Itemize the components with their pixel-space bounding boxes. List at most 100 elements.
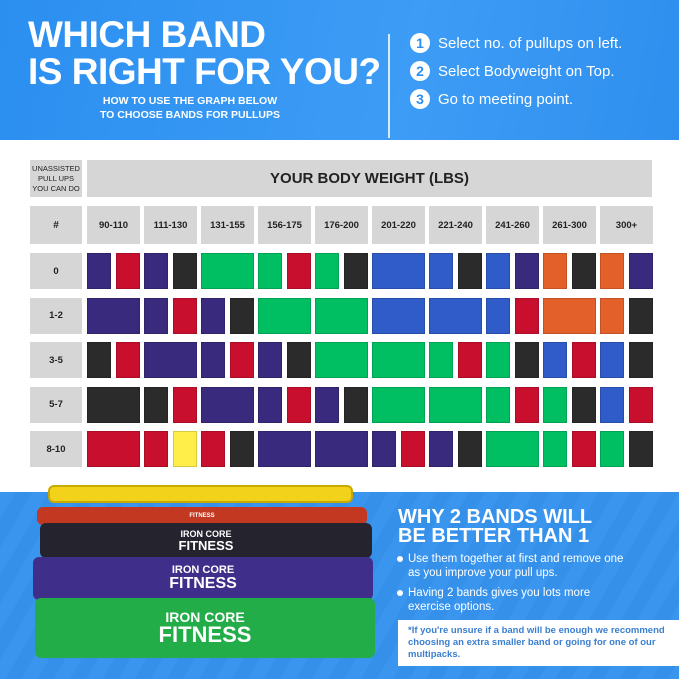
column-label: 221-240 [429, 206, 482, 244]
blue-band-swatch [429, 297, 482, 334]
black-band-swatch [458, 253, 482, 289]
black-band-swatch [344, 253, 368, 289]
column-label: 201-220 [372, 206, 425, 244]
purple-band-swatch [515, 253, 539, 289]
why-title: WHY 2 BANDS WILL BE BETTER THAN 1 [398, 506, 593, 547]
band-cell [258, 386, 311, 423]
band-cell [315, 431, 368, 467]
green-band-swatch [486, 386, 510, 423]
red-band-swatch [116, 342, 140, 378]
yellow-band [48, 485, 353, 503]
band-cell [315, 253, 368, 289]
column-label: 156-175 [258, 206, 311, 244]
column-label: 300+ [600, 206, 653, 244]
red-band-swatch [173, 297, 197, 334]
yellow-band-swatch [173, 431, 197, 467]
row-header: # [30, 206, 82, 244]
band-cell [429, 342, 482, 378]
band-cell [87, 431, 140, 467]
band-cell [87, 297, 140, 334]
band-cell [315, 297, 368, 334]
black-band-swatch [629, 431, 653, 467]
blue-band-swatch [372, 253, 425, 289]
column-label: 176-200 [315, 206, 368, 244]
black-band-swatch [87, 386, 140, 423]
green-band-swatch [258, 253, 282, 289]
red-band-swatch [173, 386, 197, 423]
blue-band-swatch [600, 342, 624, 378]
band-cell [144, 253, 197, 289]
purple-band-swatch [201, 386, 254, 423]
red-band: FITNESS [37, 507, 367, 525]
column-label: 90-110 [87, 206, 140, 244]
black-band-swatch [629, 342, 653, 378]
black-band-swatch [87, 342, 111, 378]
header-banner: WHICH BAND IS RIGHT FOR YOU? HOW TO USE T… [0, 0, 679, 140]
band-cell [543, 342, 596, 378]
band-cell [600, 342, 653, 378]
green-band-swatch [315, 253, 339, 289]
purple-band-swatch [201, 297, 225, 334]
orange-band-swatch [600, 297, 624, 334]
red-band-swatch [230, 342, 254, 378]
band-cell [486, 342, 539, 378]
bullet-icon [397, 556, 403, 562]
green-band-swatch [543, 386, 567, 423]
purple-band-swatch [144, 342, 197, 378]
red-band-swatch [572, 431, 596, 467]
band-cell [372, 342, 425, 378]
row-label: 3-5 [30, 342, 82, 378]
red-band-swatch [515, 297, 539, 334]
band-cell [87, 253, 140, 289]
band-cell [486, 386, 539, 423]
column-label: 111-130 [144, 206, 197, 244]
black-band-swatch [572, 253, 596, 289]
band-cell [486, 253, 539, 289]
purple-band-swatch [629, 253, 653, 289]
band-cell [144, 297, 197, 334]
purple-band-swatch [258, 386, 282, 423]
band-cell [315, 386, 368, 423]
band-cell [543, 297, 596, 334]
purple-band-swatch [315, 431, 368, 467]
column-label: 261-300 [543, 206, 596, 244]
band-cell [372, 253, 425, 289]
band-cell [201, 253, 254, 289]
column-label: 241-260 [486, 206, 539, 244]
page-subtitle: HOW TO USE THE GRAPH BELOW TO CHOOSE BAND… [99, 95, 281, 121]
purple-band-swatch [201, 342, 225, 378]
purple-band-swatch [258, 431, 311, 467]
step-1: 1 Select no. of pullups on left. [410, 33, 622, 53]
black-band-swatch [458, 431, 482, 467]
green-band-swatch [315, 342, 368, 378]
green-band-swatch [486, 431, 539, 467]
band-cell [144, 386, 197, 423]
band-cell [258, 431, 311, 467]
band-cell [201, 431, 254, 467]
green-band-swatch [486, 342, 510, 378]
green-band-swatch [543, 431, 567, 467]
band-cell [144, 431, 197, 467]
red-band-swatch [629, 386, 653, 423]
red-band-swatch [201, 431, 225, 467]
band-cell [543, 253, 596, 289]
band-cell [429, 431, 482, 467]
black-band-swatch [287, 342, 311, 378]
green-band-swatch [372, 386, 425, 423]
purple-band-swatch [87, 253, 111, 289]
band-cell [372, 297, 425, 334]
black-band-swatch [173, 253, 197, 289]
purple-band-swatch [315, 386, 339, 423]
green-band-swatch [201, 253, 254, 289]
row-label: 1-2 [30, 297, 82, 334]
purple-band: IRON CORE FITNESS [33, 557, 373, 600]
red-band-swatch [458, 342, 482, 378]
red-band-swatch [572, 342, 596, 378]
red-band-swatch [287, 386, 311, 423]
band-cell [429, 297, 482, 334]
orange-band-swatch [543, 253, 567, 289]
blue-band-swatch [543, 342, 567, 378]
row-label: 5-7 [30, 386, 82, 423]
green-band-swatch [429, 386, 482, 423]
purple-band-swatch [87, 297, 140, 334]
